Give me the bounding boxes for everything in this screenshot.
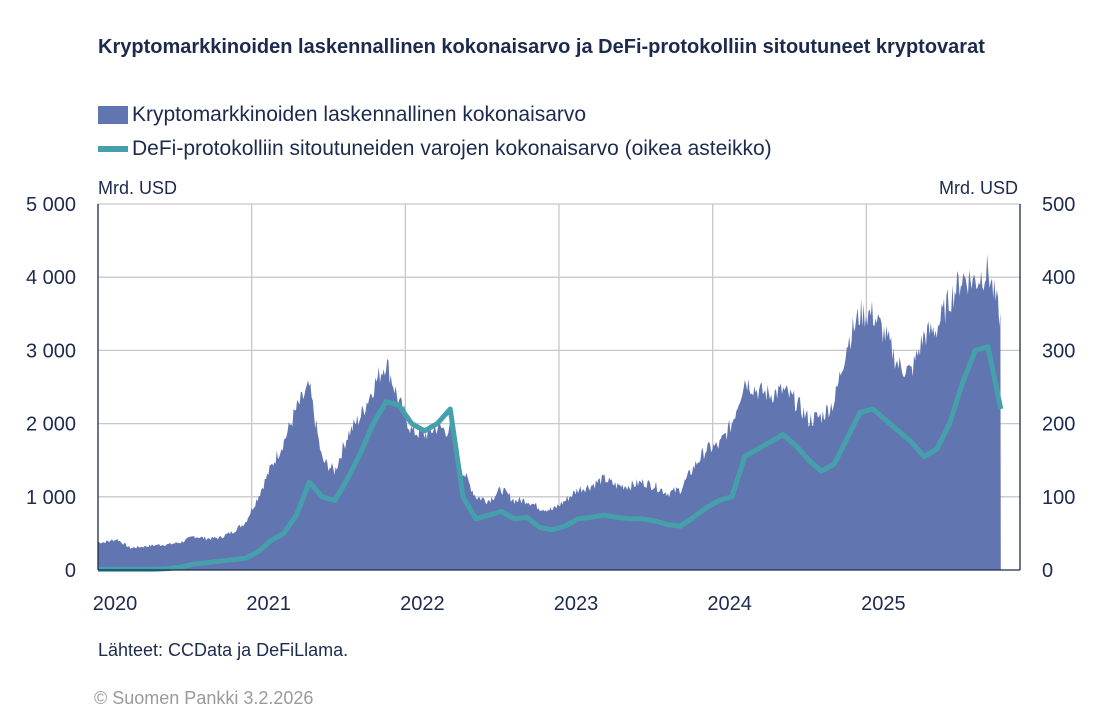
right-tick-label: 500 <box>1042 194 1075 216</box>
right-tick-label: 200 <box>1042 414 1075 436</box>
left-tick-label: 3 000 <box>26 340 76 362</box>
right-axis-unit: Mrd. USD <box>938 178 1018 198</box>
right-tick-label: 300 <box>1042 340 1075 362</box>
left-axis-unit: Mrd. USD <box>98 178 178 198</box>
right-tick-label: 0 <box>1042 560 1053 582</box>
defi-tvl-line <box>97 344 1004 572</box>
right-tick-label: 100 <box>1042 487 1075 509</box>
chart-title: Kryptomarkkinoiden laskennallinen kokona… <box>98 36 985 58</box>
x-tick-label: 2024 <box>707 593 752 615</box>
legend-label: DeFi-protokolliin sitoutuneiden varojen … <box>132 137 772 160</box>
left-tick-label: 1 000 <box>26 487 76 509</box>
source-note: Lähteet: CCData ja DeFiLlama. <box>98 640 349 660</box>
legend-item-defi: DeFi-protokolliin sitoutuneiden varojen … <box>98 137 772 161</box>
x-tick-label: 2020 <box>93 593 138 615</box>
legend-swatch-line <box>98 146 128 152</box>
x-tick-label: 2021 <box>246 593 291 615</box>
copyright: © Suomen Pankki 3.2.2026 <box>94 688 314 708</box>
right-tick-label: 400 <box>1042 267 1075 289</box>
left-tick-label: 5 000 <box>26 194 76 216</box>
x-tick-label: 2023 <box>554 593 599 615</box>
left-tick-label: 4 000 <box>26 267 76 289</box>
x-tick-label: 2022 <box>400 593 445 615</box>
market-cap-area <box>98 254 1001 570</box>
left-tick-label: 2 000 <box>26 414 76 436</box>
left-tick-label: 0 <box>65 560 76 582</box>
legend-swatch-area <box>98 106 128 124</box>
legend-item-market-cap: Kryptomarkkinoiden laskennallinen kokona… <box>98 103 586 127</box>
legend-label: Kryptomarkkinoiden laskennallinen kokona… <box>132 103 587 126</box>
x-tick-label: 2025 <box>861 593 906 615</box>
